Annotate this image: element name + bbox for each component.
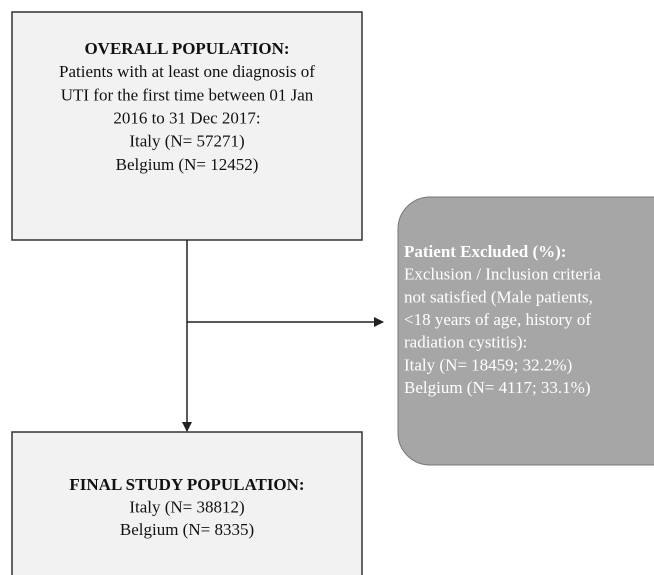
final-box <box>11 431 363 575</box>
box-line: Patients with at least one diagnosis of <box>59 62 315 81</box>
box-line: Italy (N= 18459; 32.2%) <box>404 355 572 374</box>
box-line: Belgium (N= 12452) <box>116 155 259 174</box>
box-line: Belgium (N= 4117; 33.1%) <box>404 378 591 397</box>
box-line: Belgium (N= 8335) <box>120 520 254 539</box>
box-title: Patient Excluded (%): <box>404 242 566 261</box>
excluded-text: Patient Excluded (%): Exclusion / Inclusi… <box>404 242 601 397</box>
box-line: <18 years of age, history of <box>404 310 591 329</box>
box-line: radiation cystitis): <box>404 333 527 352</box>
box-title: FINAL STUDY POPULATION: <box>69 475 304 494</box>
final-text: FINAL STUDY POPULATION: Italy (N= 38812) B… <box>69 475 304 539</box>
box-line: UTI for the first time between 01 Jan <box>61 85 314 104</box>
box-line: Italy (N= 57271) <box>129 132 244 151</box>
overall-box <box>11 11 363 241</box>
box-line: 2016 to 31 Dec 2017: <box>113 109 260 128</box>
box-title: OVERALL POPULATION: <box>84 39 289 58</box>
excluded-box <box>397 196 654 466</box>
box-line: Exclusion / Inclusion criteria <box>404 265 601 284</box>
box-line: Italy (N= 38812) <box>129 497 244 516</box>
box-line: not satisfied (Male patients, <box>404 287 593 306</box>
overall-text: OVERALL POPULATION: Patients with at leas… <box>59 39 315 174</box>
